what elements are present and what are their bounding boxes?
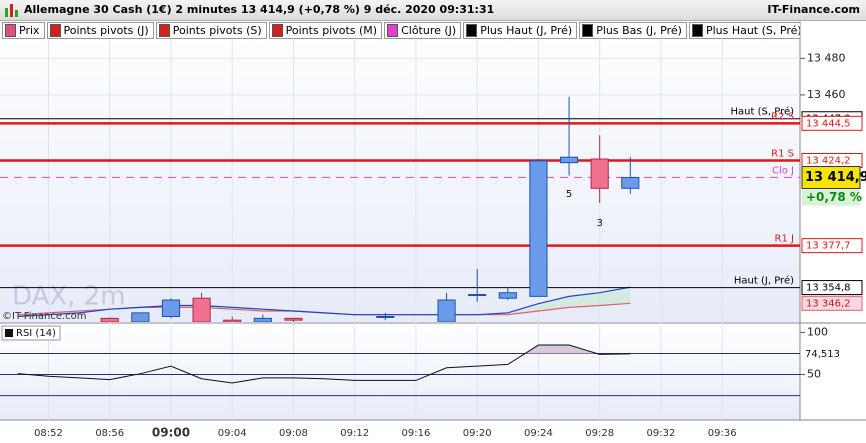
rsi-value-box	[802, 346, 852, 361]
legend-label: Plus Haut (J, Pré)	[480, 24, 573, 37]
change-label: +0,78 %	[806, 190, 862, 204]
x-tick-label: 09:28	[585, 428, 614, 439]
candle-body	[131, 312, 150, 322]
legend-swatch	[5, 24, 16, 37]
rsi-line	[17, 344, 631, 384]
x-tick-label: 09:08	[279, 428, 308, 439]
legend-swatch	[387, 24, 399, 37]
rsi-tick-label: 100	[807, 325, 828, 338]
change-box	[802, 189, 860, 206]
candle-body	[559, 156, 579, 164]
legend-label: Plus Bas (J, Pré)	[596, 24, 682, 37]
candle-body	[437, 299, 456, 322]
x-tick-label: 09:16	[402, 428, 431, 439]
candle-body	[253, 317, 272, 322]
rsi-value-label: 74,513	[805, 349, 840, 360]
rsi-panel	[0, 324, 800, 420]
x-tick-label: 09:36	[708, 428, 737, 439]
level-value-box	[801, 238, 863, 254]
title-bar: Allemagne 30 Cash (1€) 2 minutes 13 414,…	[0, 0, 866, 21]
legend-item: Plus Haut (S, Pré)	[688, 22, 800, 39]
x-tick-label: 09:32	[647, 428, 676, 439]
legend: Prix Points pivots (J) Points pivots (S) Po…	[2, 22, 800, 39]
last-price-label: 13 414,9	[805, 170, 866, 185]
y-tick-label: 13 460	[807, 88, 846, 101]
level-value-box	[801, 280, 863, 296]
level-value-label: 13 424,2	[806, 155, 851, 166]
legend-swatch	[158, 24, 170, 37]
level-name: Haut (J, Pré)	[734, 275, 794, 287]
legend-item: Points pivots (J)	[46, 22, 154, 39]
rsi-overbought	[525, 345, 597, 354]
x-tick-label: 09:20	[463, 428, 492, 439]
candle-body	[621, 177, 640, 189]
candle-body	[590, 158, 609, 189]
candle-body	[529, 160, 548, 297]
candle-body	[223, 319, 242, 322]
legend-swatch	[466, 24, 478, 37]
x-tick-label: 08:56	[95, 428, 124, 439]
level-value-box	[801, 115, 863, 131]
legend-item: Plus Haut (J, Pré)	[463, 22, 578, 39]
level-name: R1 S	[771, 148, 794, 159]
copyright: ©IT-Finance.com	[2, 311, 87, 322]
watermark: DAX, 2m	[12, 282, 126, 312]
level-value-label: 13 377,7	[806, 241, 851, 252]
legend-swatch	[49, 24, 61, 37]
legend-item: Points pivots (M)	[268, 22, 383, 39]
x-tick-label: 09:24	[524, 428, 553, 439]
chart-title: Allemagne 30 Cash (1€) 2 minutes 13 414,…	[24, 3, 495, 16]
annotation: 5	[566, 189, 572, 200]
x-tick-label: 08:52	[34, 428, 63, 439]
y-tick-label: 13 480	[807, 51, 846, 64]
level-name: R1 J	[775, 234, 794, 245]
rsi-title: RSI (14)	[16, 328, 56, 339]
legend-label: Points pivots (J)	[63, 24, 149, 37]
candle-body	[376, 316, 395, 319]
legend-swatch	[271, 24, 283, 37]
candle-body	[468, 294, 487, 297]
last-price-box	[801, 166, 861, 190]
legend-label: Points pivots (S)	[172, 24, 262, 37]
legend-swatch	[582, 24, 594, 37]
candle-body	[498, 292, 517, 299]
legend-label: Plus Haut (S, Pré)	[705, 24, 800, 37]
annotation: 3	[596, 218, 602, 229]
level-name: R2 S	[771, 111, 794, 122]
brand: IT-Finance.com	[767, 3, 860, 16]
rsi-title-box	[1, 325, 61, 341]
legend-item: Clôture (J)	[384, 22, 462, 39]
x-tick-label: 09:12	[340, 428, 369, 439]
level-name: Haut (S, Pré)	[731, 106, 795, 118]
legend-label: Points pivots (M)	[285, 24, 378, 37]
ma-value-label: 13 346,2	[806, 298, 851, 309]
legend-item: Prix	[2, 22, 45, 39]
main-panel	[0, 20, 800, 322]
candle-body	[284, 317, 303, 321]
x-tick-label: 09:04	[218, 428, 247, 439]
moving-average	[17, 286, 631, 318]
level-value-label: 13 354,8	[806, 283, 851, 294]
legend-label: Clôture (J)	[401, 24, 457, 37]
level-name: Clo J	[772, 165, 794, 176]
level-value-label: 13 444,5	[806, 118, 851, 129]
rsi-swatch	[5, 329, 13, 337]
legend-item: Plus Bas (J, Pré)	[579, 22, 687, 39]
candle-body	[192, 297, 211, 322]
x-tick-label: 09:00	[152, 426, 190, 440]
app-icon	[5, 4, 18, 17]
candle-body	[100, 317, 119, 322]
rsi-tick-label: 50	[807, 368, 821, 381]
legend-item: Points pivots (S)	[155, 22, 267, 39]
legend-label: Prix	[19, 24, 40, 37]
ma-value-box	[801, 295, 863, 311]
candle-body	[161, 299, 181, 318]
legend-swatch	[691, 24, 703, 37]
